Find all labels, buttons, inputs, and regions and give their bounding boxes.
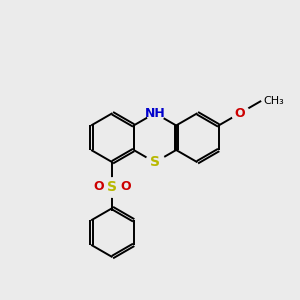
Text: S: S	[107, 180, 117, 194]
Text: O: O	[121, 180, 131, 193]
Text: NH: NH	[145, 107, 165, 120]
Text: S: S	[150, 155, 160, 169]
Text: O: O	[235, 107, 245, 120]
Text: CH₃: CH₃	[264, 96, 284, 106]
Text: O: O	[94, 180, 104, 193]
